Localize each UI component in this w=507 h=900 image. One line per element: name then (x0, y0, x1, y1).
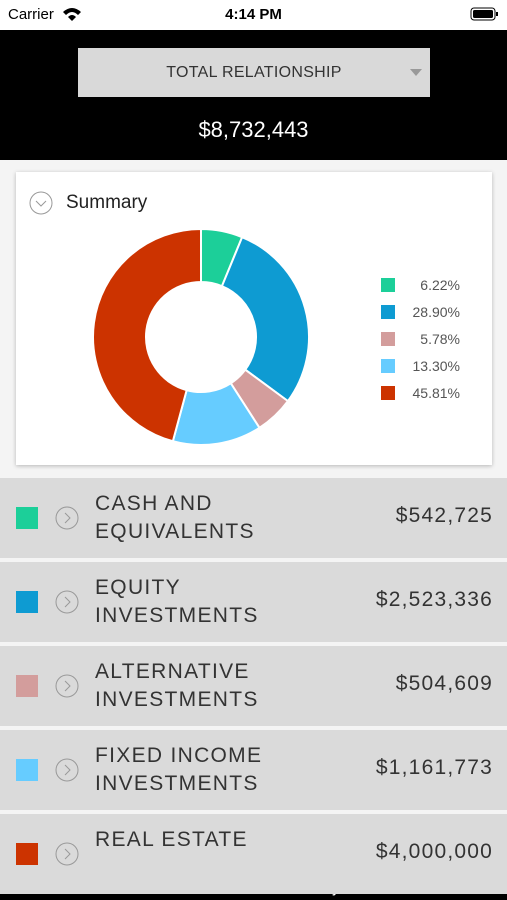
summary-title: Summary (66, 192, 148, 213)
legend-swatch (381, 332, 395, 346)
category-swatch (16, 591, 38, 613)
position-amount: $542,725 (395, 504, 493, 527)
donut-chart: 6.22% 28.90% 5.78% 13.30% 45.81% (92, 227, 460, 446)
battery-icon (470, 7, 498, 21)
category-swatch (16, 843, 38, 865)
position-name: ALTERNATIVE INVESTMENTS (95, 660, 259, 711)
chevron-ring (55, 674, 79, 698)
position-row[interactable]: EQUITY INVESTMENTS $2,523,336 (0, 562, 507, 642)
chevron-circle (55, 842, 79, 866)
legend-swatch (381, 305, 395, 319)
position-amount: $2,523,336 (375, 588, 493, 611)
position-amount: $504,609 (395, 672, 493, 695)
legend-swatch (381, 278, 395, 292)
status-bar: Carrier 4:14 PM (0, 0, 507, 30)
position-amount: $1,161,773 (375, 756, 493, 779)
legend-swatch (381, 386, 395, 400)
category-swatch (16, 759, 38, 781)
position-row[interactable]: CASH AND EQUIVALENTS $542,725 (0, 478, 507, 558)
chevron-circle (55, 758, 79, 782)
position-name: FIXED INCOME INVESTMENTS (95, 744, 263, 795)
chevron (64, 764, 71, 776)
legend-label: 45.81% (413, 385, 460, 401)
summary-card: Summary 6.22% 28.90% 5.78% 13.30% 45.81% (16, 172, 492, 465)
chevron-ring (55, 506, 79, 530)
donut-slice (220, 235, 310, 403)
position-name: REAL ESTATE (95, 828, 248, 851)
collapse-toggle[interactable] (28, 190, 54, 216)
total-value: $8,732,443 (198, 117, 309, 142)
legend-label: 13.30% (413, 358, 460, 374)
chevron-ring (55, 590, 79, 614)
dropdown-arrow (410, 69, 422, 76)
carrier: Carrier (8, 6, 54, 23)
chevron (64, 596, 71, 608)
relationship-selector[interactable]: TOTAL RELATIONSHIP (78, 48, 430, 97)
position-name: EQUITY INVESTMENTS (95, 576, 259, 627)
legend-swatch (381, 359, 395, 373)
legend-label: 28.90% (413, 304, 460, 320)
chevron (64, 848, 71, 860)
header: TOTAL RELATIONSHIP $8,732,443 (0, 30, 507, 160)
position-name: CASH AND EQUIVALENTS (95, 492, 255, 543)
category-swatch (16, 507, 38, 529)
donut-slice (92, 227, 202, 443)
position-row[interactable]: REAL ESTATE $4,000,000 (0, 814, 507, 894)
chevron (64, 680, 71, 692)
chevron-ring (55, 758, 79, 782)
chevron-circle (55, 674, 79, 698)
category-swatch (16, 675, 38, 697)
chevron-ring (55, 842, 79, 866)
chevron (64, 512, 71, 524)
position-row[interactable]: FIXED INCOME INVESTMENTS $1,161,773 (0, 730, 507, 810)
selector-label: TOTAL RELATIONSHIP (166, 63, 342, 81)
position-amount: $4,000,000 (375, 840, 493, 863)
legend-label: 6.22% (420, 277, 460, 293)
legend-label: 5.78% (420, 331, 460, 347)
wifi-icon (63, 8, 81, 21)
chevron-circle (55, 506, 79, 530)
chevron-circle (55, 590, 79, 614)
time: 4:14 PM (225, 6, 282, 23)
position-row[interactable]: ALTERNATIVE INVESTMENTS $504,609 (0, 646, 507, 726)
